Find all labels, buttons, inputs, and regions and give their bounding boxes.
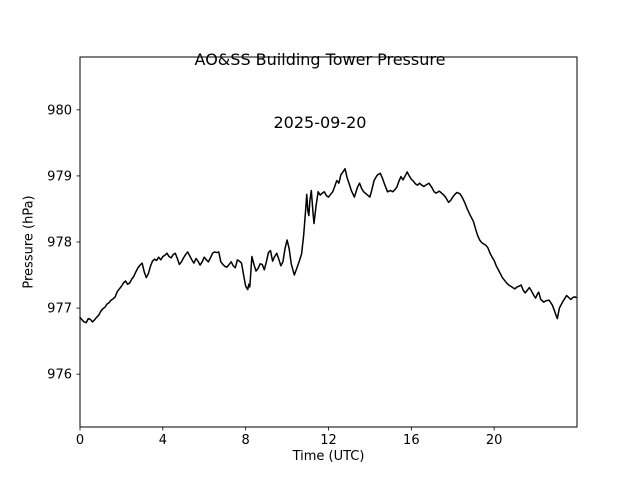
y-tick-label: 978 (47, 236, 72, 251)
plot-border (79, 56, 578, 428)
chart-title-line1: AO&SS Building Tower Pressure (194, 50, 446, 69)
x-tick-label: 12 (320, 433, 337, 448)
x-axis-label: Time (UTC) (292, 449, 365, 464)
chart-title: AO&SS Building Tower Pressure 2025-09-20 (0, 7, 640, 175)
y-tick-label: 980 (47, 103, 72, 118)
y-axis-ticks (76, 109, 80, 375)
x-tick-label: 20 (486, 433, 503, 448)
y-tick-label: 976 (47, 368, 72, 383)
x-tick-label: 4 (159, 433, 167, 448)
y-axis-tick-labels: 976 977 978 979 980 (47, 103, 72, 382)
x-tick-label: 0 (76, 433, 84, 448)
x-axis-tick-labels: 0 4 8 12 16 20 (76, 433, 503, 448)
chart-title-line2: 2025-09-20 (273, 113, 367, 132)
y-tick-label: 977 (47, 302, 72, 317)
x-tick-label: 16 (403, 433, 420, 448)
y-tick-label: 979 (47, 169, 72, 184)
x-axis-ticks (79, 427, 495, 431)
x-tick-label: 8 (242, 433, 250, 448)
y-axis-label: Pressure (hPa) (21, 195, 37, 289)
pressure-data-line (79, 167, 577, 324)
